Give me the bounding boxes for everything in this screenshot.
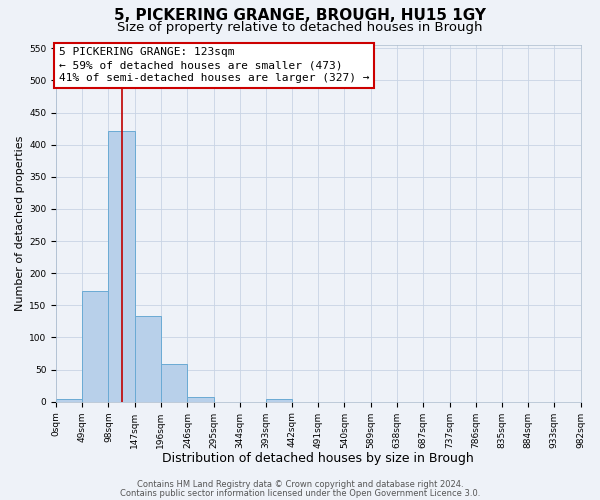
Bar [82, 290, 109, 402]
Bar [581, 399, 600, 402]
Text: 5 PICKERING GRANGE: 123sqm
← 59% of detached houses are smaller (473)
41% of sem: 5 PICKERING GRANGE: 123sqm ← 59% of deta… [59, 47, 370, 84]
Text: 5, PICKERING GRANGE, BROUGH, HU15 1GY: 5, PICKERING GRANGE, BROUGH, HU15 1GY [114, 8, 486, 22]
Text: Contains public sector information licensed under the Open Government Licence 3.: Contains public sector information licen… [120, 488, 480, 498]
Text: Contains HM Land Registry data © Crown copyright and database right 2024.: Contains HM Land Registry data © Crown c… [137, 480, 463, 489]
Bar [187, 397, 214, 402]
Text: Size of property relative to detached houses in Brough: Size of property relative to detached ho… [117, 21, 483, 34]
Bar [56, 398, 82, 402]
Bar [109, 131, 134, 402]
Y-axis label: Number of detached properties: Number of detached properties [15, 136, 25, 311]
Bar [134, 316, 161, 402]
Bar [161, 364, 187, 402]
Bar [266, 399, 292, 402]
X-axis label: Distribution of detached houses by size in Brough: Distribution of detached houses by size … [163, 452, 474, 465]
